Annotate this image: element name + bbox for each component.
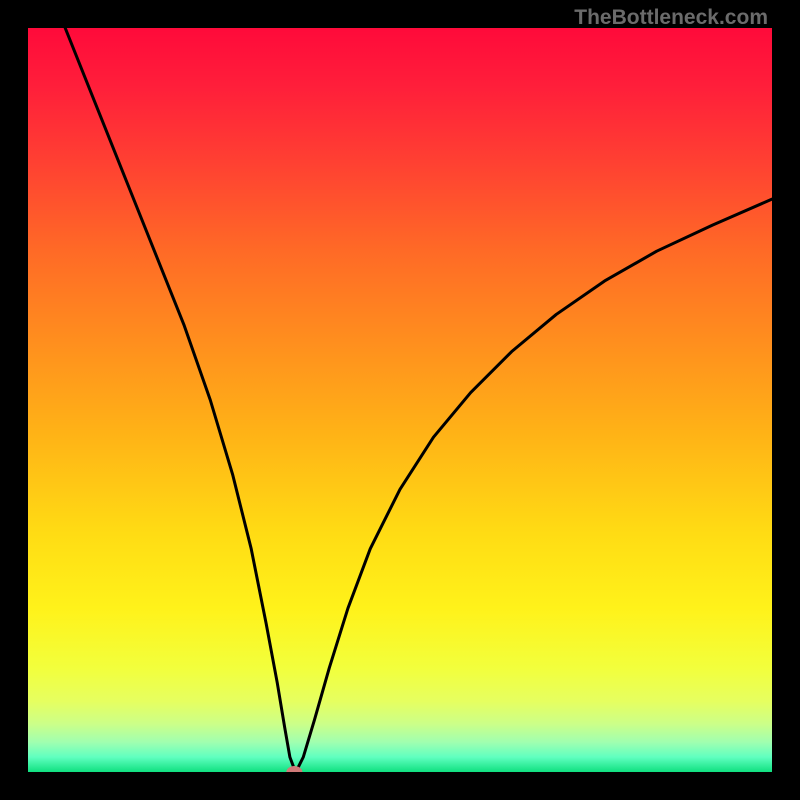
outer-frame xyxy=(28,28,772,772)
minimum-marker xyxy=(286,766,302,772)
watermark-text: TheBottleneck.com xyxy=(574,6,768,30)
minimum-marker-svg xyxy=(28,28,772,772)
plot-area xyxy=(28,28,772,772)
